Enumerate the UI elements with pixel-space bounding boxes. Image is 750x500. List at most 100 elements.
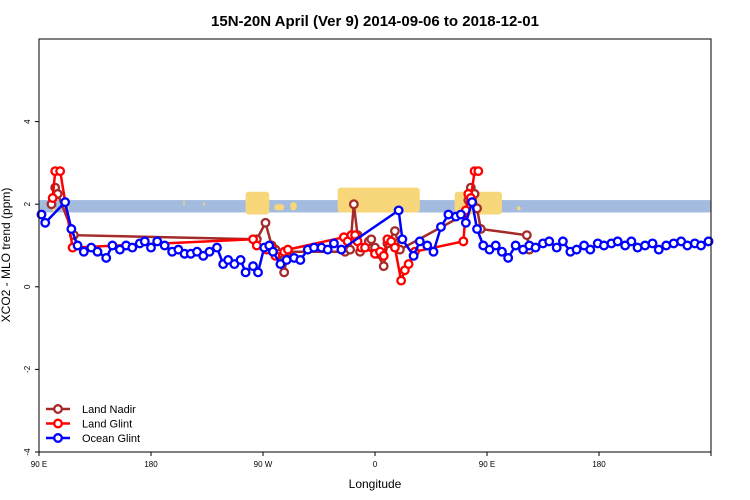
data-point-ocean-glint bbox=[653, 244, 664, 255]
land-patch-9 bbox=[516, 206, 521, 211]
x-tick-label: 90 E bbox=[31, 460, 47, 469]
data-point-ocean-glint bbox=[557, 236, 568, 247]
data-point-ocean-glint bbox=[503, 252, 514, 263]
data-point-land-nadir bbox=[348, 199, 359, 210]
data-point-ocean-glint bbox=[336, 244, 347, 255]
data-point-ocean-glint bbox=[240, 267, 251, 278]
data-point-ocean-glint bbox=[544, 236, 555, 247]
data-point-ocean-glint bbox=[460, 217, 471, 228]
chart-title: 15N-20N April (Ver 9) 2014-09-06 to 2018… bbox=[211, 13, 539, 30]
legend: Land Nadir Land Glint Ocean Glint bbox=[46, 404, 140, 445]
legend-label: Land Nadir bbox=[82, 404, 136, 416]
y-axis-label: XCO2 - MLO trend (ppm) bbox=[0, 188, 13, 323]
data-point-land-glint bbox=[473, 166, 484, 177]
legend-item-land-glint: Land Glint bbox=[46, 419, 132, 431]
legend-swatch-marker bbox=[53, 418, 63, 429]
data-point-ocean-glint bbox=[66, 224, 77, 234]
y-tick-label: 2 bbox=[23, 201, 32, 206]
data-point-ocean-glint bbox=[127, 242, 138, 253]
y-tick-label: 0 bbox=[23, 284, 32, 289]
data-point-ocean-glint bbox=[530, 242, 541, 253]
data-point-land-glint bbox=[378, 250, 389, 261]
x-axis-label: Longitude bbox=[349, 477, 402, 491]
data-point-ocean-glint bbox=[60, 197, 71, 208]
data-point-ocean-glint bbox=[436, 221, 446, 232]
land-patch-6 bbox=[290, 202, 297, 211]
data-point-land-nadir bbox=[366, 234, 377, 245]
legend-swatch-marker bbox=[53, 433, 63, 443]
data-point-ocean-glint bbox=[101, 252, 112, 263]
data-point-ocean-glint bbox=[696, 240, 706, 251]
data-point-land-nadir bbox=[378, 261, 389, 272]
land-patch-3 bbox=[203, 202, 205, 207]
data-point-land-nadir bbox=[521, 230, 532, 241]
legend-label: Land Glint bbox=[82, 419, 132, 431]
land-patch-4 bbox=[245, 191, 270, 215]
land-patch-2 bbox=[183, 200, 185, 207]
data-point-ocean-glint bbox=[40, 217, 51, 228]
data-point-ocean-glint bbox=[510, 240, 521, 251]
data-point-ocean-glint bbox=[585, 244, 596, 255]
data-point-ocean-glint bbox=[490, 240, 501, 251]
x-tick-label: 180 bbox=[144, 460, 158, 469]
data-point-ocean-glint bbox=[472, 224, 482, 234]
x-tick-label: 90 W bbox=[254, 460, 273, 469]
data-point-ocean-glint bbox=[146, 242, 156, 253]
data-point-ocean-glint bbox=[455, 209, 466, 220]
legend-item-land-nadir: Land Nadir bbox=[46, 404, 136, 416]
data-point-ocean-glint bbox=[235, 255, 246, 265]
data-point-ocean-glint bbox=[159, 240, 170, 251]
legend-label: Ocean Glint bbox=[82, 433, 140, 445]
data-point-ocean-glint bbox=[139, 236, 150, 247]
data-point-ocean-glint bbox=[328, 238, 339, 249]
data-point-ocean-glint bbox=[107, 240, 118, 251]
data-point-ocean-glint bbox=[253, 267, 263, 278]
data-point-ocean-glint bbox=[647, 238, 658, 249]
data-point-land-glint bbox=[396, 275, 407, 286]
data-point-ocean-glint bbox=[422, 240, 433, 251]
y-tick-label: -4 bbox=[23, 448, 32, 456]
data-point-land-glint bbox=[47, 193, 58, 203]
x-tick-label: 0 bbox=[373, 460, 378, 469]
data-point-ocean-glint bbox=[268, 246, 278, 257]
data-point-ocean-glint bbox=[92, 246, 103, 257]
data-point-ocean-glint bbox=[551, 242, 562, 253]
y-tick-label: -2 bbox=[23, 365, 32, 373]
data-point-ocean-glint bbox=[212, 242, 222, 253]
data-point-land-glint bbox=[403, 259, 414, 270]
data-point-land-glint bbox=[55, 166, 66, 177]
data-point-land-nadir bbox=[389, 226, 400, 236]
data-point-ocean-glint bbox=[703, 236, 714, 247]
data-point-ocean-glint bbox=[496, 246, 507, 257]
data-point-ocean-glint bbox=[72, 240, 83, 251]
data-point-ocean-glint bbox=[78, 246, 89, 257]
data-point-ocean-glint bbox=[204, 246, 215, 257]
data-point-land-glint bbox=[360, 242, 370, 253]
x-tick-label: 90 E bbox=[479, 460, 495, 469]
legend-item-ocean-glint: Ocean Glint bbox=[46, 433, 140, 445]
x-tick-label: 180 bbox=[592, 460, 606, 469]
data-point-ocean-glint bbox=[152, 236, 163, 247]
data-point-ocean-glint bbox=[322, 244, 333, 255]
series-ocean-glint bbox=[36, 197, 714, 278]
data-point-ocean-glint bbox=[626, 236, 637, 247]
data-point-ocean-glint bbox=[295, 255, 306, 265]
data-point-ocean-glint bbox=[408, 250, 419, 261]
data-point-ocean-glint bbox=[393, 205, 404, 216]
data-point-ocean-glint bbox=[414, 236, 425, 247]
land-patch-7 bbox=[337, 187, 420, 213]
data-point-ocean-glint bbox=[248, 261, 258, 272]
data-point-land-nadir bbox=[260, 217, 271, 228]
data-point-land-glint bbox=[458, 236, 469, 247]
data-point-ocean-glint bbox=[428, 246, 439, 257]
data-point-land-glint bbox=[389, 242, 400, 253]
data-point-ocean-glint bbox=[612, 236, 623, 247]
data-point-ocean-glint bbox=[397, 234, 408, 245]
data-point-land-nadir bbox=[345, 244, 356, 255]
y-tick-label: 4 bbox=[23, 119, 32, 124]
land-patch-5 bbox=[274, 204, 285, 211]
series-layer bbox=[36, 166, 714, 286]
data-point-ocean-glint bbox=[571, 244, 582, 255]
x-axis: 90 E 180 90 W 0 90 E 180 bbox=[31, 452, 712, 469]
